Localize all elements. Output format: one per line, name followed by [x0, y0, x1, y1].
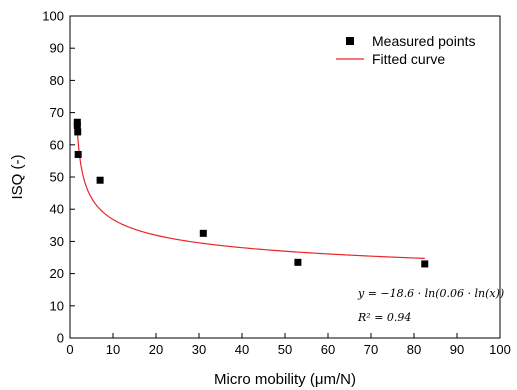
- y-tick-label: 100: [42, 9, 64, 24]
- x-axis-ticks: 0 10 20 30 40 50 60 70 80 90 100: [66, 333, 511, 357]
- measured-point: [294, 258, 302, 266]
- measured-point: [199, 229, 207, 237]
- y-tick-label: 50: [50, 170, 64, 185]
- x-tick-label: 90: [450, 342, 464, 357]
- fit-equation: y = −18.6 · ln(0.06 · ln(x)): [357, 287, 504, 300]
- y-tick-label: 60: [50, 137, 64, 152]
- measured-point: [421, 260, 429, 268]
- y-tick-label: 10: [50, 298, 64, 313]
- y-axis-ticks: 0 10 20 30 40 50 60 70 80 90 100: [42, 9, 75, 346]
- x-tick-label: 100: [489, 342, 511, 357]
- measured-point: [73, 121, 81, 129]
- y-tick-label: 90: [50, 41, 64, 56]
- y-tick-label: 70: [50, 105, 64, 120]
- legend-label-fitted-curve: Fitted curve: [372, 51, 445, 67]
- measured-point: [96, 176, 104, 184]
- x-tick-label: 10: [106, 342, 120, 357]
- legend-marker-measured-points: [346, 37, 354, 45]
- x-tick-label: 70: [364, 342, 378, 357]
- x-axis-title: Micro mobility (μm/N): [214, 371, 356, 388]
- x-tick-label: 60: [321, 342, 335, 357]
- measured-point: [74, 150, 82, 158]
- legend: Measured points Fitted curve: [336, 33, 476, 67]
- y-tick-label: 30: [50, 234, 64, 249]
- y-tick-label: 20: [50, 266, 64, 281]
- y-tick-label: 80: [50, 73, 64, 88]
- x-tick-label: 50: [278, 342, 292, 357]
- x-tick-label: 30: [192, 342, 206, 357]
- y-tick-label: 0: [57, 331, 64, 346]
- r-squared: R² = 0.94: [357, 311, 411, 324]
- legend-label-measured-points: Measured points: [372, 33, 476, 49]
- measured-point: [74, 128, 82, 136]
- measured-points: [73, 118, 429, 268]
- y-axis-title: ISQ (-): [9, 155, 26, 200]
- x-tick-label: 40: [235, 342, 249, 357]
- x-tick-label: 0: [66, 342, 73, 357]
- x-tick-label: 80: [407, 342, 421, 357]
- y-tick-label: 40: [50, 202, 64, 217]
- x-tick-label: 20: [149, 342, 163, 357]
- fitted-curve-line: [76, 131, 425, 260]
